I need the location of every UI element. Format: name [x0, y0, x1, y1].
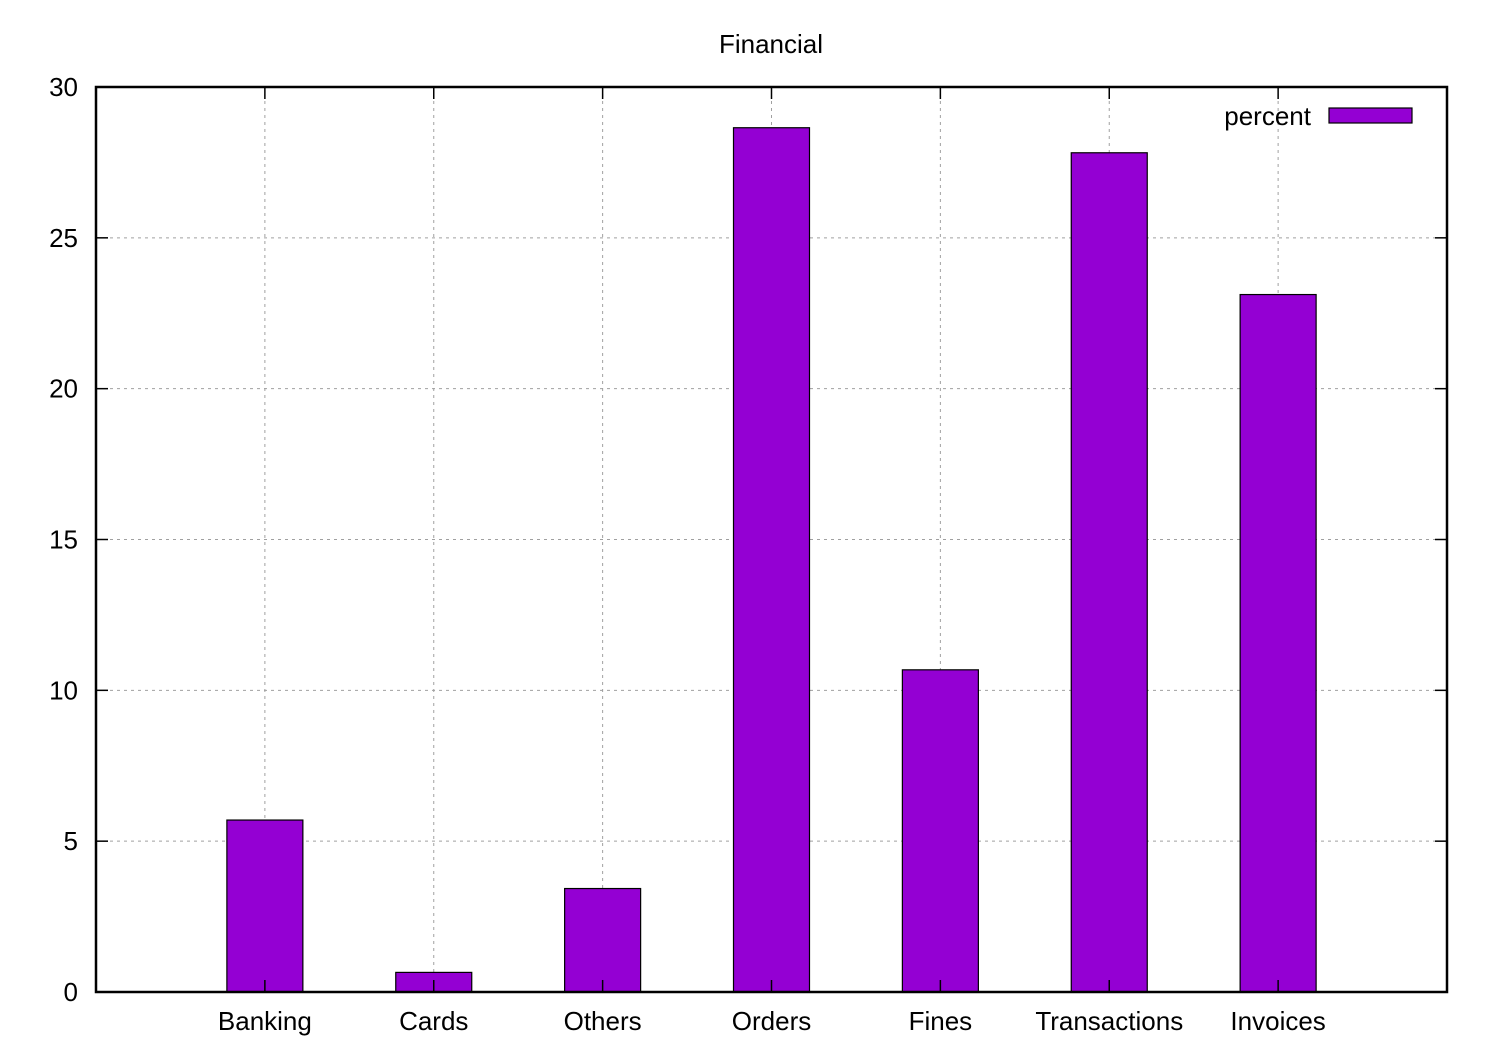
x-tick-label: Cards — [399, 1006, 468, 1036]
y-tick-label: 30 — [49, 72, 78, 102]
bar-fines — [901, 669, 979, 993]
y-tick-label: 20 — [49, 374, 78, 404]
bar-others — [564, 887, 642, 993]
bars — [226, 127, 1317, 993]
bar-banking — [226, 819, 304, 993]
y-tick-label: 5 — [64, 826, 78, 856]
x-tick-label: Banking — [218, 1006, 312, 1036]
legend: percent — [1224, 101, 1413, 131]
x-tick-label: Others — [564, 1006, 642, 1036]
y-tick-label: 15 — [49, 525, 78, 555]
y-tick-label: 10 — [49, 675, 78, 705]
bar-transactions — [1070, 152, 1148, 993]
plot-frame — [94, 85, 1449, 994]
chart-title: Financial — [719, 29, 823, 59]
x-tick-label: Fines — [909, 1006, 973, 1036]
grid-lines — [96, 87, 1447, 992]
x-tick-label: Transactions — [1035, 1006, 1183, 1036]
x-tick-label: Invoices — [1230, 1006, 1325, 1036]
legend-swatch — [1328, 107, 1413, 124]
y-tick-label: 25 — [49, 223, 78, 253]
y-tick-label: 0 — [64, 977, 78, 1007]
legend-label: percent — [1224, 101, 1311, 131]
ticks: 0 5 10 15 20 25 30 Banking Cards Others Orders Fine… — [49, 72, 1447, 1036]
bar-invoices — [1239, 293, 1317, 993]
x-tick-label: Orders — [732, 1006, 811, 1036]
bar-orders — [732, 127, 811, 993]
